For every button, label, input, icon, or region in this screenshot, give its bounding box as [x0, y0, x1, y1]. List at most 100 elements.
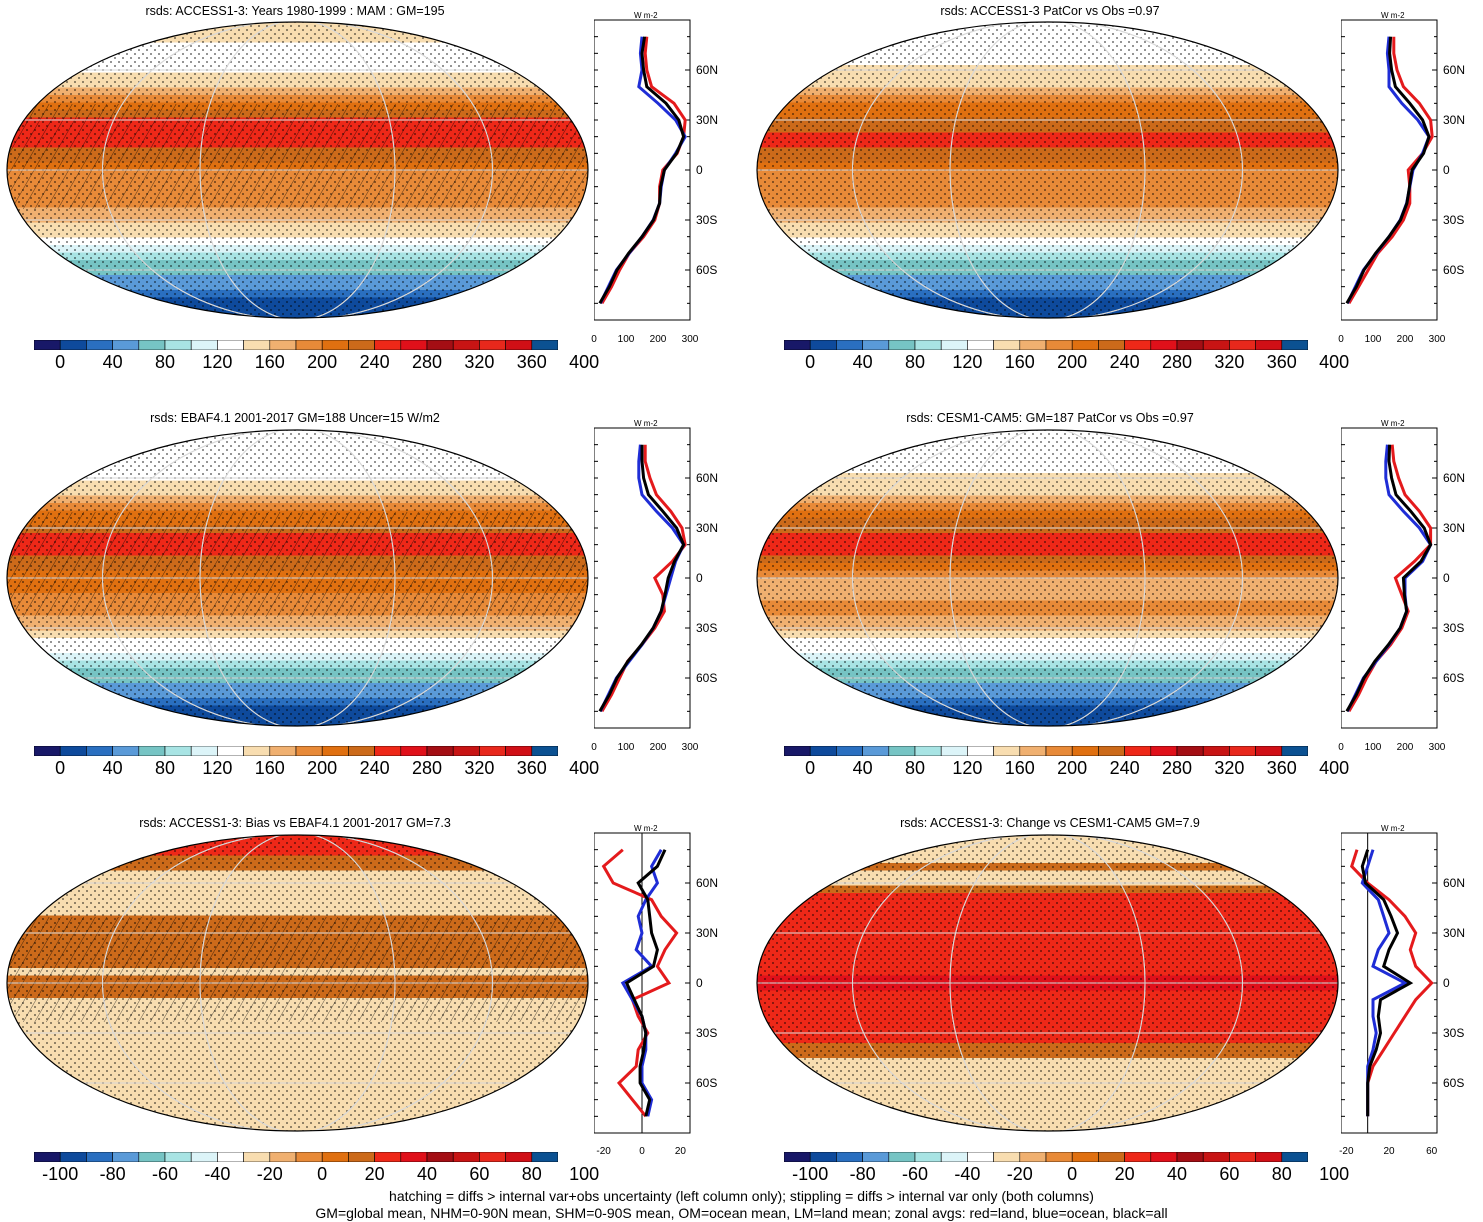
zonal-x-tick-label: 20	[1383, 1146, 1395, 1157]
zonal-lat-label: 30N	[1443, 521, 1465, 535]
colorbar-tick-label: 360	[516, 352, 547, 372]
zonal-lat-label: 30N	[1443, 113, 1465, 127]
footer-line-1: hatching = diffs > internal var+obs unce…	[389, 1188, 1094, 1204]
panel-title: rsds: ACCESS1-3 PatCor vs Obs =0.97	[940, 4, 1160, 18]
zonal-x-tick-label: 20	[674, 1146, 686, 1157]
colorbar-swatch	[784, 1152, 811, 1162]
zonal-x-tick-label: 200	[1396, 742, 1414, 753]
colorbar-swatch	[993, 746, 1021, 756]
zonal-x-tick-label: 200	[649, 742, 667, 753]
colorbar-swatch	[1255, 746, 1283, 756]
world-map	[756, 21, 1339, 319]
colorbar-swatch	[784, 340, 811, 350]
colorbar-tick-label: -40	[954, 1164, 981, 1184]
colorbar-tick-label: 280	[1161, 758, 1193, 778]
colorbar-swatch	[888, 746, 916, 756]
colorbar-tick-label: 400	[1319, 352, 1350, 372]
colorbar-swatch	[112, 1152, 140, 1162]
zonal-line-all	[598, 444, 686, 713]
zonal-lat-label: 30S	[696, 621, 717, 635]
colorbar-swatch	[400, 1152, 428, 1162]
colorbar-swatch	[400, 746, 428, 756]
zonal-lat-label: 30S	[696, 1026, 717, 1040]
colorbar-swatch	[164, 340, 192, 350]
colorbar-swatch	[1098, 1152, 1125, 1162]
colorbar-tick-label: 120	[202, 758, 233, 778]
colorbar-swatch	[321, 746, 349, 756]
zonal-x-ticks: 0 100 200 300	[1338, 334, 1445, 348]
zonal-x-tick-label: 0	[1338, 742, 1344, 753]
zonal-x-tick-label: 0	[639, 1146, 645, 1157]
colorbar-swatch	[862, 1152, 890, 1162]
colorbar-swatch	[1255, 340, 1283, 350]
colorbar-swatch	[940, 340, 968, 350]
colorbar-tick-label: 0	[805, 352, 816, 372]
colorbar-labels: 0 40 80 120 160 200 240 280 320 360 400	[34, 758, 599, 780]
colorbar-tick-label: 0	[805, 758, 816, 778]
zonal-lat-label: 30N	[696, 113, 718, 127]
colorbar	[34, 1152, 558, 1162]
colorbar	[34, 746, 558, 756]
colorbar-swatch	[321, 340, 349, 350]
zonal-x-tick-label: -20	[596, 1146, 611, 1157]
colorbar-tick-label: -60	[151, 1164, 179, 1184]
colorbar-swatch	[1176, 1152, 1204, 1162]
colorbar-swatch	[479, 746, 506, 756]
colorbar-tick-label: 280	[1161, 352, 1193, 372]
zonal-x-tick-label: 100	[617, 334, 635, 345]
colorbar-tick-label: 0	[55, 352, 66, 372]
colorbar-swatch	[1019, 1152, 1047, 1162]
colorbar-swatch	[914, 340, 942, 350]
colorbar-swatch	[479, 340, 506, 350]
zonal-x-tick-label: 0	[591, 742, 597, 753]
colorbar-swatch	[1071, 1152, 1099, 1162]
colorbar	[784, 1152, 1308, 1162]
colorbar-tick-label: 100	[569, 1164, 600, 1184]
colorbar-tick-label: -20	[256, 1164, 283, 1184]
zonal-line-all	[598, 36, 686, 305]
colorbar-swatch	[1176, 746, 1204, 756]
colorbar-tick-label: 40	[102, 352, 123, 372]
colorbar-tick-label: 80	[521, 1164, 542, 1184]
colorbar-swatch	[295, 1152, 323, 1162]
colorbar-swatch	[531, 1152, 558, 1162]
zonal-line-ocean	[599, 444, 686, 712]
colorbar-tick-label: 240	[359, 758, 390, 778]
colorbar-tick-label: 280	[411, 352, 443, 372]
colorbar-tick-label: 200	[307, 352, 338, 372]
colorbar-swatch	[348, 746, 375, 756]
zonal-line-land	[1347, 444, 1433, 713]
colorbar-swatch	[86, 1152, 113, 1162]
zonal-line-land	[1349, 849, 1434, 1117]
zonal-lat-label: 30S	[696, 213, 717, 227]
colorbar-swatch	[269, 340, 297, 350]
colorbar-swatch	[836, 1152, 863, 1162]
colorbar-swatch	[34, 746, 61, 756]
colorbar-tick-label: -20	[1006, 1164, 1033, 1184]
colorbar-swatch	[164, 746, 192, 756]
colorbar-swatch	[295, 340, 323, 350]
zonal-x-tick-label: 100	[1364, 742, 1382, 753]
zonal-line-land	[601, 848, 679, 1118]
colorbar-tick-label: 0	[1067, 1164, 1078, 1184]
colorbar-tick-label: 200	[1057, 758, 1088, 778]
world-map	[6, 21, 589, 319]
colorbar-swatch	[1045, 1152, 1073, 1162]
colorbar	[784, 340, 1308, 350]
colorbar-swatch	[1229, 1152, 1256, 1162]
colorbar-swatch	[940, 746, 968, 756]
colorbar-tick-label: -60	[901, 1164, 929, 1184]
colorbar	[34, 340, 558, 350]
colorbar-swatch	[1045, 746, 1073, 756]
zonal-lat-label: 60N	[1443, 471, 1465, 485]
panel-title: rsds: EBAF4.1 2001-2017 GM=188 Uncer=15 …	[150, 411, 440, 425]
zonal-unit-label: W m-2	[634, 11, 658, 20]
colorbar-swatch	[862, 340, 890, 350]
world-map	[756, 429, 1339, 727]
colorbar-swatch	[809, 340, 837, 350]
colorbar-swatch	[400, 340, 428, 350]
colorbar-swatch	[505, 340, 533, 350]
zonal-x-ticks: 0 100 200 300	[591, 742, 698, 756]
zonal-line-all	[1345, 444, 1433, 713]
colorbar-swatch	[269, 1152, 297, 1162]
